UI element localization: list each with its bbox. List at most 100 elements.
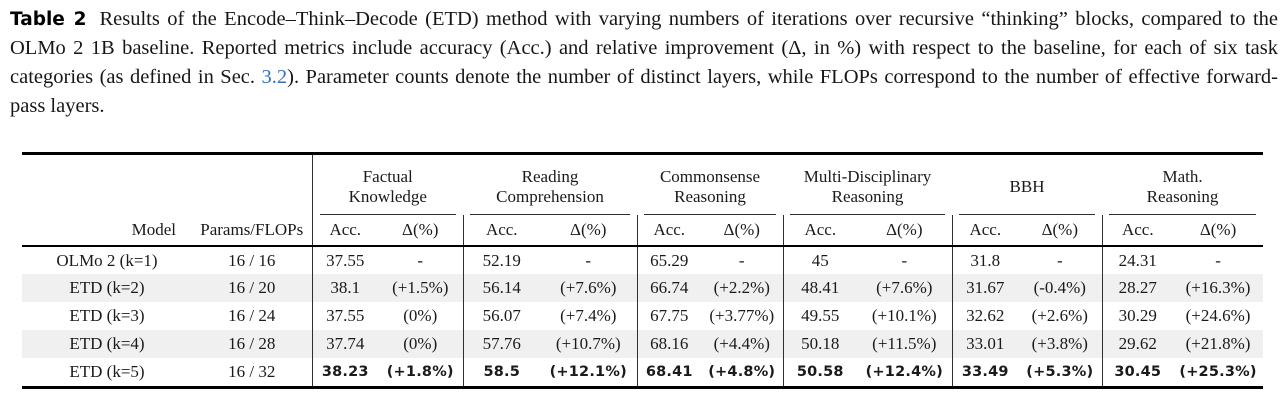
- column-header-model: Model: [22, 215, 192, 247]
- acc-cell: 57.76: [462, 330, 540, 358]
- model-cell: OLMo 2 (k=1): [56, 250, 158, 270]
- acc-cell: 37.55: [311, 246, 378, 274]
- params-cell: 16 / 32: [228, 362, 276, 381]
- model-cell: ETD (k=3): [69, 306, 145, 325]
- acc-cell: 30.29: [1101, 302, 1174, 330]
- table-row-etd-k3: ETD (k=3) 16 / 24 37.55 (0%) 56.07 (+7.4…: [22, 302, 1263, 330]
- acc-cell: 67.75: [636, 302, 701, 330]
- acc-cell: 29.62: [1101, 330, 1174, 358]
- group-underline: [959, 214, 1096, 215]
- column-header-acc: Acc.: [311, 215, 378, 247]
- group-underline: [470, 214, 630, 215]
- acc-cell: 52.19: [462, 246, 540, 274]
- delta-cell: (0%): [403, 306, 438, 325]
- category-header-reading-comprehension: Reading Comprehension: [463, 155, 637, 215]
- delta-cell: (+12.1%): [549, 364, 627, 380]
- delta-cell: (+16.3%): [1185, 278, 1251, 297]
- acc-cell: 65.29: [636, 246, 701, 274]
- caption-text-after-link: ). Parameter counts denote the number of…: [10, 66, 1278, 117]
- category-label: Factual: [362, 167, 413, 186]
- params-cell: 16 / 16: [228, 250, 276, 270]
- category-label: Multi-Disciplinary: [803, 167, 932, 186]
- model-cell: ETD (k=5): [69, 362, 145, 381]
- category-label: Knowledge: [348, 187, 427, 206]
- acc-cell: 66.74: [636, 274, 701, 302]
- column-header-delta: Δ(%): [1018, 215, 1103, 247]
- column-header-delta: Δ(%): [857, 215, 953, 247]
- acc-cell: 37.55: [311, 302, 378, 330]
- delta-cell: (+2.6%): [1031, 306, 1088, 325]
- delta-cell: (+7.6%): [876, 278, 933, 297]
- column-header-acc: Acc.: [462, 215, 540, 247]
- column-header-acc: Acc.: [951, 215, 1019, 247]
- acc-cell: 30.45: [1101, 358, 1174, 386]
- acc-cell: 24.31: [1101, 246, 1174, 274]
- column-header-delta: Δ(%): [1173, 215, 1264, 247]
- acc-cell: 68.16: [636, 330, 701, 358]
- delta-cell: (+4.4%): [713, 334, 770, 353]
- column-header-delta: Δ(%): [378, 215, 463, 247]
- table-caption: Table 2 Results of the Encode–Think–Decod…: [10, 5, 1278, 121]
- delta-cell: (+25.3%): [1179, 364, 1257, 380]
- delta-cell: -: [417, 250, 424, 270]
- acc-cell: 33.01: [951, 330, 1019, 358]
- category-header-commonsense-reasoning: Commonsense Reasoning: [637, 155, 783, 215]
- delta-cell: (0%): [403, 334, 438, 353]
- category-header-bbh: BBH: [952, 155, 1102, 215]
- acc-cell: 56.14: [462, 274, 540, 302]
- table-row-etd-k5: ETD (k=5) 16 / 32 38.23 (+1.8%) 58.5 (+1…: [22, 358, 1263, 386]
- acc-cell: 32.62: [951, 302, 1019, 330]
- acc-cell: 37.74: [311, 330, 378, 358]
- params-cell: 16 / 28: [228, 334, 276, 353]
- category-label: Reading: [521, 167, 579, 186]
- delta-cell: (+7.6%): [560, 278, 617, 297]
- subheader-row: Model Params/FLOPs Acc. Δ(%) Acc. Δ(%) A…: [22, 215, 1264, 247]
- category-header-spacer: [22, 155, 312, 215]
- category-label: Reasoning: [1146, 187, 1219, 206]
- delta-cell: (+10.1%): [871, 306, 937, 325]
- group-underline: [790, 214, 946, 215]
- delta-cell: (+3.77%): [709, 306, 775, 325]
- results-table: Factual Knowledge Reading Comprehension Co…: [22, 152, 1264, 389]
- category-label: Reasoning: [831, 187, 904, 206]
- acc-cell: 45: [782, 246, 858, 274]
- delta-cell: -: [585, 250, 592, 270]
- column-header-delta: Δ(%): [540, 215, 637, 247]
- acc-cell: 58.5: [462, 358, 540, 386]
- category-header-math-reasoning: Math. Reasoning: [1102, 155, 1263, 215]
- model-cell: ETD (k=4): [69, 334, 145, 353]
- params-cell: 16 / 20: [228, 278, 276, 297]
- acc-cell: 31.8: [951, 246, 1019, 274]
- table-row-etd-k2: ETD (k=2) 16 / 20 38.1 (+1.5%) 56.14 (+7…: [22, 274, 1264, 302]
- delta-cell: (+1.5%): [392, 278, 449, 297]
- delta-cell: -: [1215, 250, 1221, 270]
- delta-cell: (+1.8%): [386, 364, 454, 380]
- delta-cell: (+3.8%): [1031, 334, 1088, 353]
- category-label: Math.: [1162, 167, 1203, 186]
- section-ref-link[interactable]: 3.2: [261, 66, 288, 88]
- delta-cell: (+12.4%): [865, 364, 943, 380]
- delta-cell: -: [738, 250, 745, 270]
- category-label: Comprehension: [496, 187, 604, 206]
- group-underline: [1109, 214, 1257, 215]
- delta-cell: (+5.3%): [1026, 364, 1094, 380]
- column-header-params-flops: Params/FLOPs: [192, 215, 312, 247]
- delta-cell: -: [1056, 250, 1063, 270]
- delta-cell: (+24.6%): [1185, 306, 1251, 325]
- table-row-olmo2-k1: OLMo 2 (k=1) 16 / 16 37.55 - 52.19 - 65.…: [22, 246, 1263, 274]
- category-label: BBH: [1009, 177, 1045, 196]
- delta-cell: (+4.8%): [708, 364, 776, 380]
- delta-cell: (+21.8%): [1185, 334, 1251, 353]
- model-cell: ETD (k=2): [69, 278, 145, 297]
- category-header-factual-knowledge: Factual Knowledge: [311, 155, 463, 215]
- category-label: Reasoning: [674, 187, 746, 206]
- delta-cell: (+10.7%): [555, 334, 621, 353]
- column-header-delta: Δ(%): [701, 215, 784, 247]
- acc-cell: 33.49: [951, 358, 1019, 386]
- delta-cell: (-0.4%): [1033, 278, 1086, 297]
- group-underline: [644, 214, 777, 215]
- params-cell: 16 / 24: [228, 306, 276, 325]
- delta-cell: (+2.2%): [713, 278, 770, 297]
- table-caption-label: Table 2: [10, 9, 87, 30]
- delta-cell: -: [901, 250, 908, 270]
